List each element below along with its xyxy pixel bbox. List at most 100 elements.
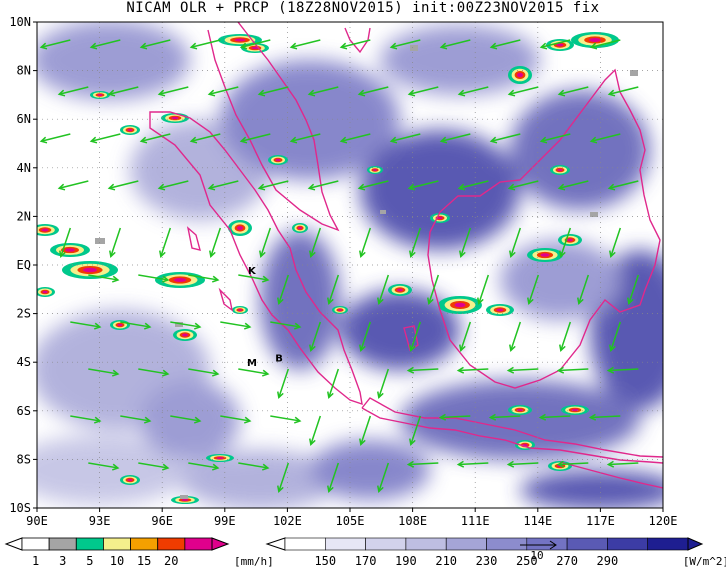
wind-arrow	[277, 274, 290, 305]
precip-cell-core	[338, 309, 342, 311]
wind-arrow	[220, 321, 252, 330]
wind-arrow	[289, 133, 321, 144]
wind-arrow	[88, 462, 120, 471]
city-marker-label: M	[247, 358, 257, 369]
precip-colorbar-label: 3	[59, 554, 66, 568]
lon-tick-label: 96E	[151, 514, 173, 528]
wind-arrow	[88, 368, 120, 377]
wind-arrow	[557, 86, 589, 97]
precip-colorbar-label: 15	[137, 554, 151, 568]
precip-cell-core	[65, 248, 75, 252]
lon-tick-label: 120E	[649, 514, 678, 528]
wind-arrow	[609, 321, 622, 352]
wind-arrow	[559, 227, 572, 258]
olr-colorbar-label: 250	[516, 554, 538, 568]
olr-colorbar-swatch	[566, 537, 608, 551]
wind-arrow	[107, 86, 139, 97]
precip-cell-core	[589, 38, 601, 42]
city-markers: K M B	[247, 266, 283, 369]
lat-tick-label: EQ	[17, 258, 31, 272]
precip-light-patch	[410, 45, 418, 51]
lon-tick-label: 105E	[336, 514, 365, 528]
precip-light-patch	[380, 210, 386, 214]
wind-arrow	[159, 227, 172, 258]
wind-arrow	[239, 133, 271, 144]
wind-arrow	[589, 39, 621, 50]
olr-colorbar-swatch	[486, 537, 528, 551]
wind-arrow	[456, 460, 489, 468]
wind-arrow	[307, 86, 339, 97]
lon-tick-label: 117E	[586, 514, 615, 528]
wind-arrow	[377, 274, 390, 305]
olr-colorbar-label: 150	[314, 554, 336, 568]
precip-cell-core	[237, 226, 243, 230]
wind-arrow	[357, 180, 389, 191]
wind-arrow	[309, 321, 322, 352]
island-west-1	[186, 226, 201, 251]
olr-colorbar-label: 290	[597, 554, 619, 568]
precip-colorbar-label: 5	[86, 554, 93, 568]
lon-tick-label: 114E	[523, 514, 552, 528]
wind-arrow	[507, 180, 539, 191]
wind-arrow	[377, 462, 390, 493]
lat-tick-label: 8N	[17, 64, 31, 78]
olr-colorbar-swatch	[324, 537, 366, 551]
wind-arrow	[509, 227, 522, 258]
precip-cell-core	[373, 169, 377, 171]
wind-arrow	[539, 133, 571, 144]
olr-colorbar-high-arrow	[687, 537, 704, 551]
java-coast	[361, 397, 663, 464]
precip-cell-core	[182, 333, 188, 337]
olr-colorbar-label: 170	[355, 554, 377, 568]
city-marker-label: K	[248, 266, 257, 277]
wind-arrow	[39, 39, 71, 50]
wind-arrow	[407, 86, 439, 97]
wind-arrow	[238, 462, 270, 471]
precip-light-patch	[175, 322, 183, 327]
wind-arrow	[309, 415, 322, 446]
wind-arrow	[457, 86, 489, 97]
wind-arrow	[238, 368, 270, 377]
lon-tick-label: 102E	[273, 514, 302, 528]
precip-cell-core	[117, 323, 123, 327]
lat-tick-label: 2N	[17, 209, 31, 223]
precip-light-patch	[630, 70, 638, 76]
wind-arrow	[289, 39, 321, 50]
precip-colorbar-label: 20	[164, 554, 178, 568]
wind-arrow	[409, 415, 422, 446]
olr-colorbar-swatch	[607, 537, 649, 551]
wind-arrow	[89, 133, 121, 144]
lat-tick-label: 4N	[17, 161, 31, 175]
wind-arrow	[577, 274, 590, 305]
bali-coast	[559, 461, 663, 489]
wind-arrow	[389, 39, 421, 50]
wind-arrow	[377, 368, 390, 399]
borneo-coast	[427, 68, 661, 389]
precip-cell-core	[41, 228, 49, 232]
precip-colorbar-label: 1	[32, 554, 39, 568]
precip-cell-core	[234, 38, 246, 42]
bangka-coast	[403, 325, 419, 352]
olr-colorbar-swatch	[405, 537, 447, 551]
wind-arrow	[327, 462, 340, 493]
precip-cell-core	[171, 116, 179, 120]
wind-arrow	[57, 86, 89, 97]
wind-arrow	[57, 180, 89, 191]
coastlines	[149, 22, 663, 489]
lon-tick-label: 99E	[214, 514, 236, 528]
precip-colorbar-high-arrow	[211, 537, 230, 551]
wind-arrow	[207, 86, 239, 97]
precip-colorbar-label: 10	[110, 554, 124, 568]
island-west-2	[218, 287, 234, 312]
wind-arrow	[627, 274, 640, 305]
wind-arrow	[109, 227, 122, 258]
precip-cell-core	[298, 226, 302, 230]
wind-arrow	[559, 321, 572, 352]
city-marker-label: B	[275, 353, 283, 364]
wind-arrow	[120, 321, 152, 330]
olr-colorbar-label: 190	[395, 554, 417, 568]
precip-cell-core	[275, 158, 281, 162]
wind-arrow	[238, 274, 270, 283]
wind-arrow	[556, 366, 589, 374]
